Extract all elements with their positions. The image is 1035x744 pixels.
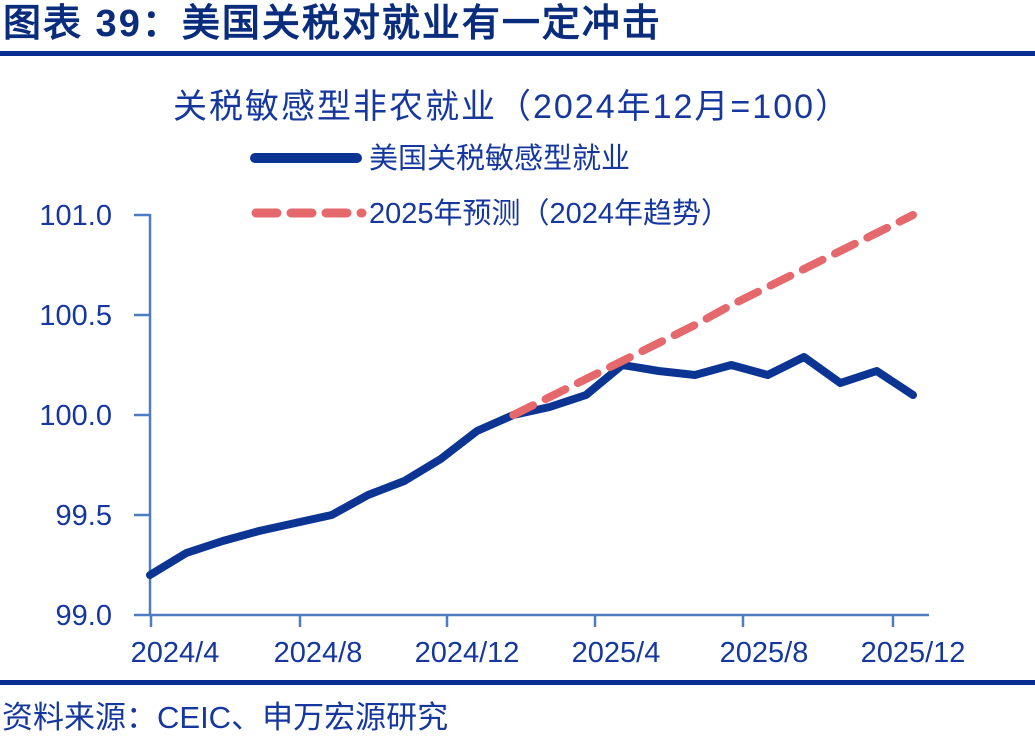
y-tick-label: 99.5 <box>56 500 112 532</box>
x-tick-label: 2025/4 <box>572 637 661 669</box>
source-note: 资料来源：CEIC、申万宏源研究 <box>2 700 449 735</box>
x-tick-label: 2024/4 <box>131 637 220 669</box>
x-axis-ticks: 2024/4 2024/8 2024/12 2025/4 2025/8 2025/12 <box>131 615 966 669</box>
x-tick-label: 2024/8 <box>274 637 363 669</box>
y-tick-label: 99.0 <box>56 600 112 632</box>
header-divider <box>0 51 1035 56</box>
x-tick-label: 2025/12 <box>861 637 966 669</box>
chart-title: 关税敏感型非农就业（2024年12月=100） <box>173 88 851 126</box>
figure-caption: 图表 39：美国关税对就业有一定冲击 <box>3 3 662 45</box>
y-tick-label: 100.5 <box>39 300 112 332</box>
y-tick-label: 100.0 <box>39 400 112 432</box>
series-line-actual <box>146 353 917 579</box>
y-axis-ticks: 101.0 100.5 100.0 99.5 99.0 <box>39 200 150 632</box>
x-tick-label: 2025/8 <box>720 637 809 669</box>
legend-label-forecast: 2025年预测（2024年趋势） <box>369 197 730 230</box>
legend-label-actual: 美国关税敏感型就业 <box>369 142 630 175</box>
series-layer <box>146 211 917 579</box>
series-line-forecast <box>509 211 917 419</box>
y-tick-label: 101.0 <box>39 200 112 232</box>
axes <box>148 214 929 617</box>
legend: 美国关税敏感型就业 2025年预测（2024年趋势） <box>250 142 730 230</box>
x-tick-label: 2024/12 <box>415 637 520 669</box>
footer-divider <box>0 680 1035 685</box>
